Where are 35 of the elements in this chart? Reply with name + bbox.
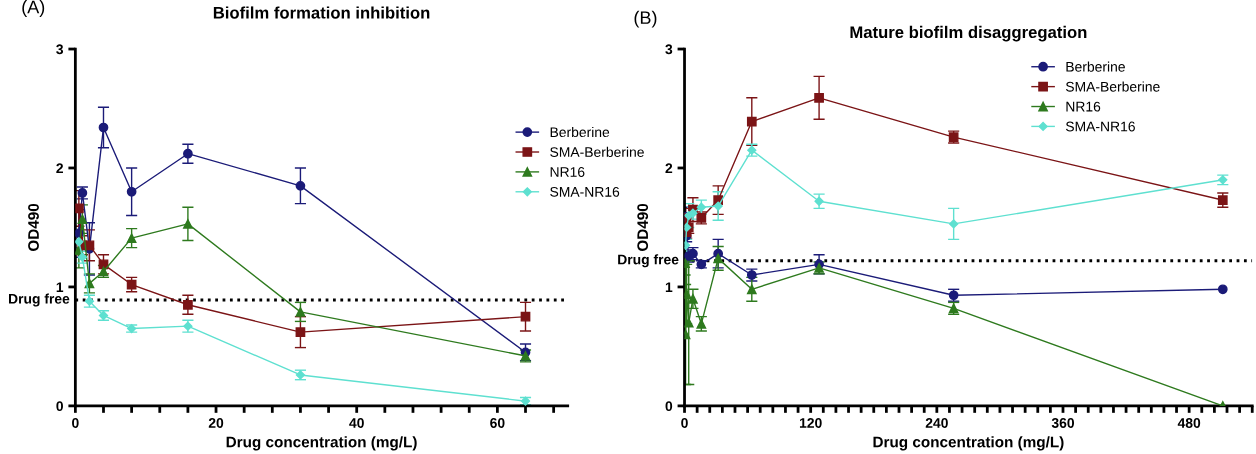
legend-label: Berberine [1066,61,1125,72]
legend-label: NR16 [550,167,585,177]
y-axis-title: OD490 [28,203,39,252]
x-tick-label: 20 [208,418,224,428]
y-tick-label: 0 [56,401,63,412]
x-tick-label: 60 [490,418,505,428]
y-tick-label: 3 [56,44,64,55]
chart-title: Mature biofilm disaggregation [850,25,1087,42]
x-tick-label: 480 [1177,418,1201,428]
legend-label: SMA-Berberine [1065,81,1160,92]
text: (B) [634,10,657,28]
text: (A) [22,0,45,17]
x-axis-title: Drug concentration (mg/L) [226,436,417,451]
x-tick-label: 120 [799,418,822,428]
y-tick-label: 1 [56,282,64,292]
legend-label: NR16 [1066,101,1101,112]
y-tick-label: 0 [665,401,673,412]
x-tick-label: 40 [349,418,364,428]
ref-line-label: Drug free [8,293,70,307]
y-axis-title: OD490 [637,203,649,252]
legend-label: Berberine [550,126,610,138]
legend-label: SMA-NR16 [1065,121,1135,132]
y-tick-label: 3 [665,44,673,55]
y-tick-label: 2 [665,163,673,174]
x-tick-label: 0 [72,418,79,428]
x-tick-label: 0 [681,418,688,428]
y-tick-label: 2 [56,163,63,174]
chart-title: Biofilm formation inhibition [213,6,430,19]
ref-line-label: Drug free [618,254,679,268]
x-axis-title: Drug concentration (mg/L) [873,436,1064,451]
legend-label: SMA-Berberine [550,146,644,157]
x-tick-label: 360 [1051,418,1075,428]
legend-label: SMA-NR16 [550,186,620,197]
y-tick-label: 1 [665,282,673,292]
x-tick-label: 240 [925,418,948,428]
